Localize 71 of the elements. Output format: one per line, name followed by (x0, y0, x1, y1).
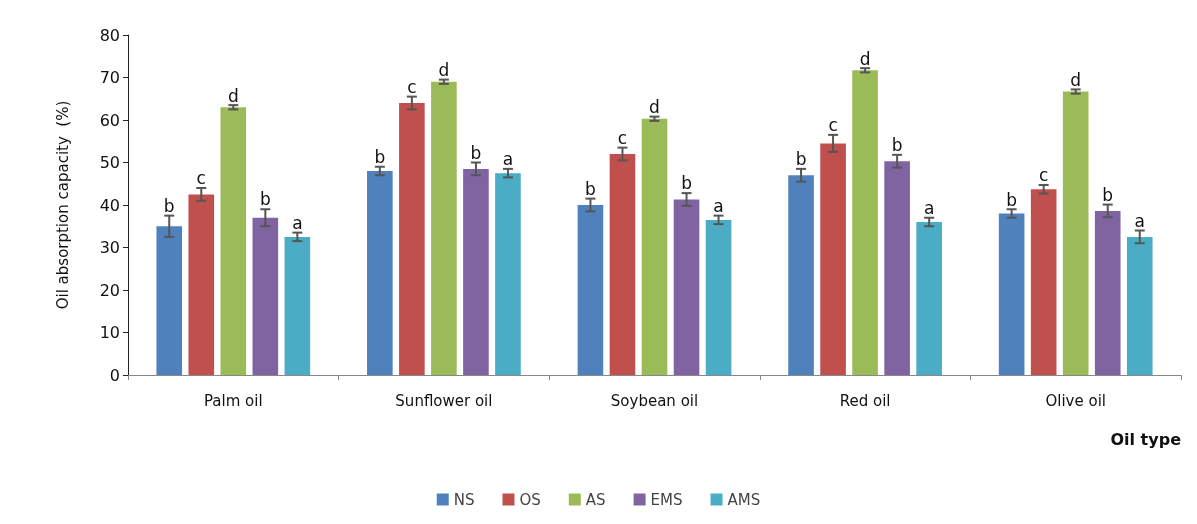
bar (399, 103, 425, 375)
data-label: c (1038, 165, 1049, 186)
y-tick-label: 0 (109, 365, 120, 385)
data-label: b (891, 135, 903, 156)
data-label: b (795, 149, 807, 170)
data-label: c (196, 168, 206, 189)
y-tick-label: 60 (99, 110, 120, 130)
data-label: d (438, 60, 450, 81)
data-label: b (259, 189, 271, 210)
legend-label: AS (585, 490, 606, 509)
bar (609, 154, 636, 375)
x-tick-label: Palm oil (203, 391, 263, 410)
y-tick-label: 30 (99, 238, 120, 257)
bar (820, 143, 846, 375)
bar (852, 70, 878, 375)
bar (367, 171, 393, 375)
data-label: c (828, 114, 838, 135)
y-tick-label: 40 (99, 195, 120, 215)
data-label: d (227, 85, 239, 106)
data-label: c (407, 76, 417, 97)
data-label: b (585, 178, 596, 199)
data-label: d (649, 97, 660, 117)
bar (1126, 236, 1153, 375)
data-label: b (1006, 189, 1018, 210)
legend-label: EMS (650, 490, 683, 509)
bar (188, 194, 215, 375)
x-tick-label: Red oil (839, 391, 891, 410)
bar (284, 236, 311, 375)
data-label: b (681, 173, 692, 194)
bar (673, 199, 700, 375)
bar (577, 205, 604, 375)
bar (431, 81, 457, 375)
data-label: a (923, 198, 935, 219)
data-label: c (617, 127, 628, 148)
x-axis-title: Oil type (1110, 429, 1182, 449)
y-tick-label: 50 (99, 153, 120, 172)
x-tick-label: Olive oil (1045, 391, 1106, 410)
bar (916, 222, 942, 375)
y-tick-label: 70 (99, 68, 120, 87)
bar (463, 168, 489, 375)
legend-label: NS (453, 490, 475, 509)
y-tick-label: 10 (99, 323, 120, 342)
x-tick-label: Sunflower oil (395, 391, 493, 410)
bar (884, 161, 910, 375)
bar (1094, 210, 1121, 375)
bar (1062, 91, 1089, 375)
bar (220, 107, 247, 375)
data-label: a (1134, 210, 1145, 231)
data-label: b (1102, 184, 1114, 205)
y-tick-label: 80 (99, 25, 120, 45)
legend-label: OS (519, 490, 541, 509)
data-label: d (1070, 69, 1082, 90)
legend-label: AMS (727, 490, 761, 509)
bar (495, 173, 521, 375)
data-label: b (374, 147, 386, 168)
data-label: b (163, 195, 175, 216)
bar (252, 217, 279, 375)
data-label: d (859, 48, 871, 69)
data-label: b (470, 142, 482, 163)
bar (1030, 189, 1057, 375)
bar (788, 175, 814, 375)
bar (156, 226, 183, 375)
data-label: a (502, 149, 514, 170)
y-tick-label: 20 (99, 280, 120, 300)
y-axis-title: Oil absorption capacity (%) (53, 100, 72, 310)
data-label: a (292, 212, 303, 233)
x-tick-label: Soybean oil (610, 391, 699, 410)
data-label: a (713, 195, 724, 216)
bar (705, 219, 732, 375)
bar (641, 118, 668, 375)
bar (998, 213, 1025, 375)
